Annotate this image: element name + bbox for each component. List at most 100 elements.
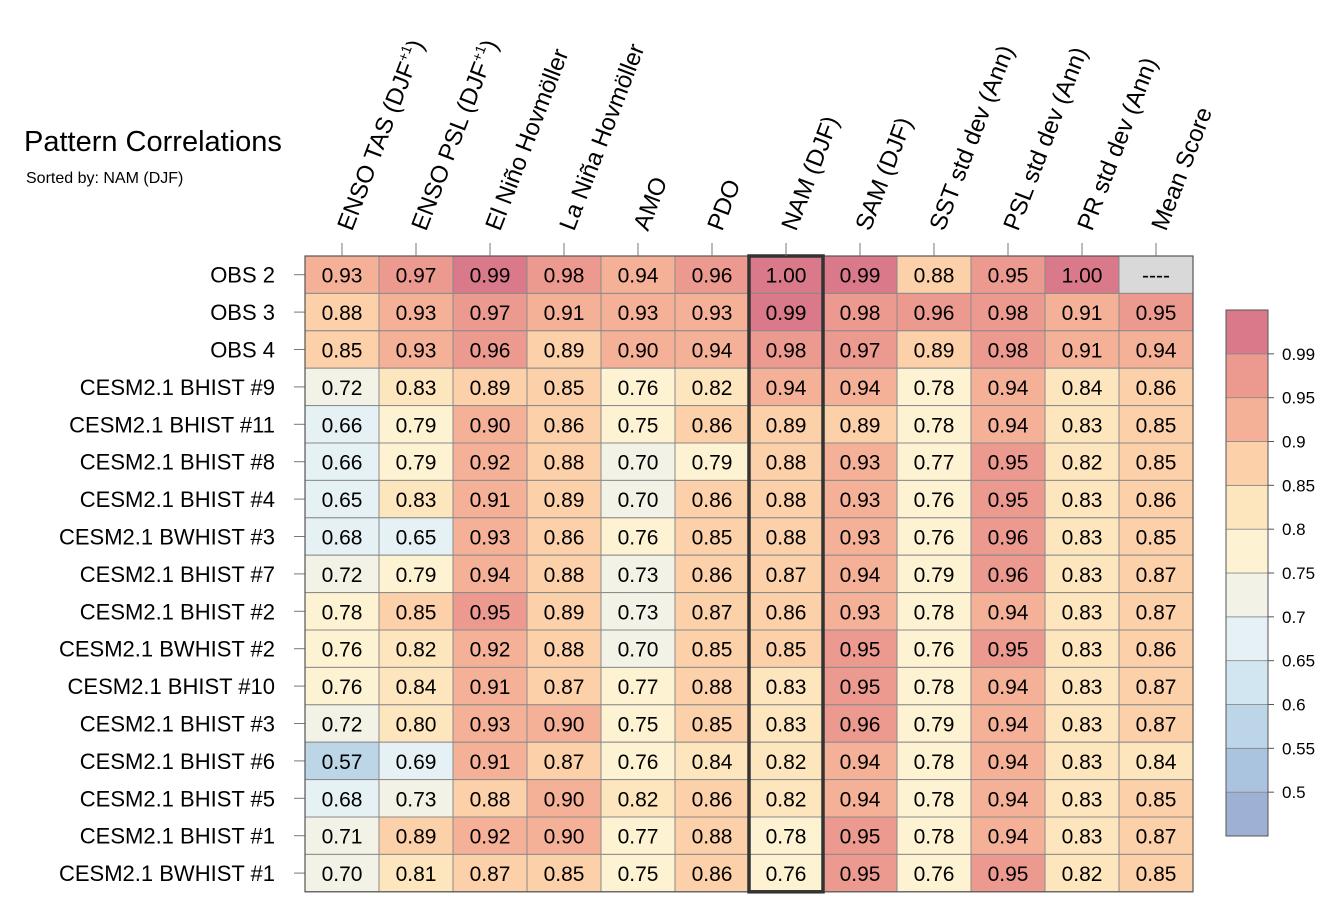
- heatmap-cell: [822, 255, 898, 294]
- row-label: CESM2.1 BHIST #5: [80, 786, 275, 811]
- cell-value-label: 0.85: [544, 377, 585, 400]
- cell-value-label: 0.85: [1136, 863, 1177, 886]
- cell-value-label: 0.75: [618, 714, 659, 737]
- heatmap-cell: [378, 592, 454, 631]
- heatmap-cell: [896, 442, 972, 481]
- heatmap-cell: [748, 666, 824, 706]
- cell-value-label: 0.85: [1136, 788, 1177, 811]
- heatmap-cell: [1118, 292, 1194, 332]
- cell-value-label: 0.89: [766, 414, 807, 437]
- cell-value-label: 0.86: [692, 564, 733, 587]
- cell-value-label: 0.94: [988, 377, 1029, 400]
- cell-value-label: 0.84: [692, 751, 733, 774]
- cell-value-label: 0.82: [766, 788, 807, 811]
- cell-value-label: 1.00: [1062, 265, 1103, 288]
- cell-value-label: 0.83: [1062, 527, 1103, 550]
- heatmap-cell: [896, 592, 972, 631]
- heatmap-cell: [1118, 816, 1194, 855]
- cell-value-label: 0.83: [766, 676, 807, 699]
- cell-value-label: 0.72: [322, 377, 363, 400]
- cell-value-label: 0.88: [692, 676, 733, 699]
- cell-value-label: 0.94: [692, 340, 733, 363]
- cell-value-label: 0.96: [840, 714, 881, 737]
- heatmap-cell: [1118, 367, 1194, 407]
- cell-value-label: 0.96: [692, 265, 733, 288]
- cell-value-label: ----: [1142, 265, 1170, 288]
- cell-value-label: 0.82: [692, 377, 733, 400]
- heatmap-cell: [970, 330, 1046, 369]
- row-label: CESM2.1 BWHIST #1: [59, 861, 275, 886]
- heatmap-cell: [600, 554, 676, 594]
- heatmap-cell: [896, 367, 972, 407]
- heatmap-cell: [896, 554, 972, 594]
- cell-value-label: 0.88: [766, 527, 807, 550]
- heatmap-cell: [822, 629, 898, 668]
- heatmap-cell: [970, 666, 1046, 706]
- heatmap-cell: [304, 554, 380, 594]
- cell-value-label: 0.94: [766, 377, 807, 400]
- cell-value-label: 0.83: [1062, 414, 1103, 437]
- cell-value-label: 0.85: [692, 639, 733, 662]
- colorbar-segment: [1225, 353, 1269, 399]
- heatmap-cell: [1118, 330, 1194, 369]
- heatmap-cell: [674, 442, 750, 481]
- cell-value-label: 0.88: [544, 639, 585, 662]
- heatmap-cell: [822, 592, 898, 631]
- heatmap-cell: [378, 292, 454, 332]
- cell-value-label: 0.76: [914, 527, 955, 550]
- cell-value-label: 0.83: [1062, 564, 1103, 587]
- cell-value-label: 0.94: [840, 564, 881, 587]
- cell-value-label: 0.78: [322, 601, 363, 624]
- heatmap-cell: [822, 479, 898, 519]
- cell-value-label: 0.87: [1136, 714, 1177, 737]
- cell-value-label: 0.70: [322, 863, 363, 886]
- heatmap-cell: [674, 666, 750, 706]
- cell-value-label: 0.65: [322, 489, 363, 512]
- heatmap-cell: [970, 629, 1046, 668]
- cell-value-label: 0.76: [914, 639, 955, 662]
- cell-value-label: 0.76: [618, 751, 659, 774]
- cell-value-label: 0.68: [322, 527, 363, 550]
- heatmap-cell: [896, 405, 972, 444]
- cell-value-label: 0.86: [1136, 639, 1177, 662]
- cell-value-label: 0.86: [544, 414, 585, 437]
- cell-value-label: 0.85: [396, 601, 437, 624]
- cell-value-label: 0.83: [1062, 714, 1103, 737]
- heatmap-cell: [1118, 779, 1194, 818]
- row-label: OBS 2: [210, 263, 275, 288]
- cell-value-label: 0.94: [988, 676, 1029, 699]
- colorbar-tick-label: 0.95: [1282, 389, 1315, 408]
- cell-value-label: 0.76: [618, 377, 659, 400]
- heatmap-cell: [674, 517, 750, 556]
- cell-value-label: 0.81: [396, 863, 437, 886]
- cell-value-label: 0.96: [470, 340, 511, 363]
- colorbar-tick-label: 0.5: [1282, 783, 1306, 802]
- cell-value-label: 0.86: [692, 863, 733, 886]
- cell-value-label: 0.93: [470, 714, 511, 737]
- cell-value-label: 0.94: [988, 414, 1029, 437]
- cell-value-label: 0.91: [470, 489, 511, 512]
- heatmap-cell: [526, 442, 602, 481]
- heatmap-cell: [304, 666, 380, 706]
- heatmap-cell: [600, 517, 676, 556]
- column-label: SAM (DJF): [850, 114, 918, 234]
- heatmap-cell: [748, 741, 824, 781]
- heatmap-cell: [896, 517, 972, 556]
- heatmap-cell: [452, 292, 528, 332]
- cell-value-label: 0.94: [840, 751, 881, 774]
- heatmap-cell: [452, 405, 528, 444]
- cell-value-label: 0.88: [914, 265, 955, 288]
- cell-value-label: 0.76: [914, 489, 955, 512]
- cell-value-label: 0.94: [618, 265, 659, 288]
- cell-value-label: 0.95: [1136, 302, 1177, 325]
- row-label: CESM2.1 BHIST #11: [69, 412, 275, 437]
- heatmap-cell: [378, 779, 454, 818]
- cell-value-label: 0.91: [1062, 340, 1103, 363]
- cell-value-label: 0.94: [840, 788, 881, 811]
- heatmap-cell: [970, 853, 1046, 893]
- cell-value-label: 0.93: [396, 340, 437, 363]
- heatmap-cell: [600, 405, 676, 444]
- chart-title: Pattern Correlations: [24, 126, 282, 158]
- cell-value-label: 0.65: [396, 527, 437, 550]
- cell-value-label: 0.99: [840, 265, 881, 288]
